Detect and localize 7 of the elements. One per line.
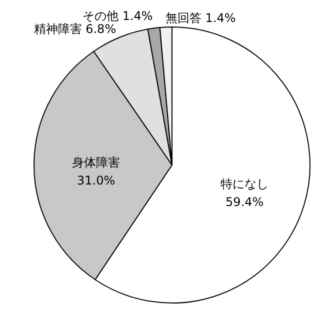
slice-label: 特になし: [220, 177, 269, 192]
slice-label: 無回答 1.4%: [165, 11, 236, 26]
data-label: 31.0%: [77, 173, 116, 188]
slice-label: 身体障害: [72, 155, 120, 170]
data-label: 59.4%: [226, 195, 264, 210]
slice-label: その他 1.4%: [82, 9, 153, 24]
slice-label: 精神障害 6.8%: [34, 22, 116, 36]
